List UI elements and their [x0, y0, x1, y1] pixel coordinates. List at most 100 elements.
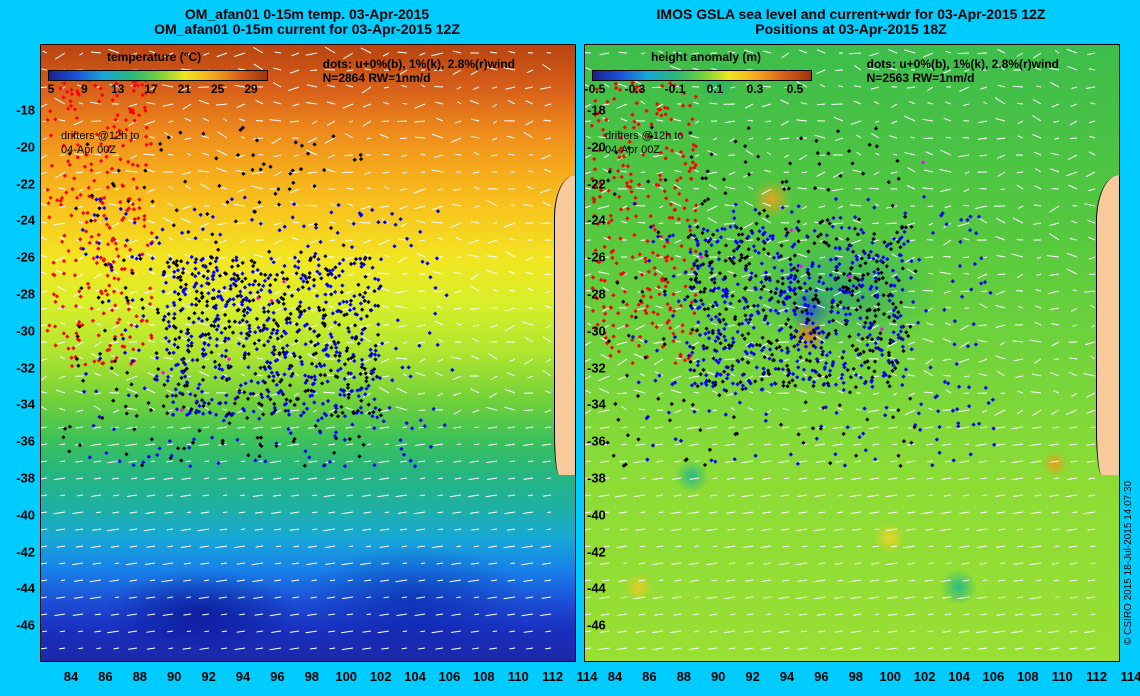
drifter-dot-blue	[950, 408, 956, 413]
current-arrow-right	[857, 254, 862, 258]
current-arrow-left	[253, 205, 264, 209]
current-arrow-right	[995, 217, 1006, 224]
drifter-dot-black	[281, 276, 286, 282]
drifter-dot-black	[177, 335, 182, 340]
drifter-dot-black	[879, 270, 884, 275]
current-arrow-left	[164, 307, 174, 312]
drifter-dot-blue	[991, 426, 996, 431]
drifter-dot-blue	[367, 353, 373, 358]
current-arrow-left	[255, 545, 264, 548]
drifter-dot-blue	[231, 297, 236, 302]
drifter-dot-red	[148, 286, 153, 291]
current-arrow-left	[107, 203, 120, 207]
drifter-dot-blue	[967, 404, 972, 409]
drifter-dot-black	[701, 289, 707, 295]
drifter-dot-red	[61, 258, 67, 264]
drifter-dot-blue	[768, 308, 773, 313]
drifter-dot-blue	[358, 256, 363, 261]
drifter-dot-blue	[709, 266, 715, 272]
drifter-dot-blue	[355, 388, 360, 393]
drifter-dot-black	[909, 224, 914, 230]
drifter-dot-blue	[796, 347, 801, 352]
drifter-dot-blue	[123, 211, 129, 217]
current-arrow-left	[164, 511, 174, 514]
current-arrow-left	[234, 84, 246, 88]
current-arrow-left	[233, 203, 246, 207]
current-arrow-right	[693, 101, 700, 105]
current-arrow-left	[235, 154, 246, 159]
current-arrow-left	[288, 290, 300, 294]
drifter-dot-black	[756, 236, 761, 242]
drifter-dot-red	[685, 217, 690, 223]
drifter-dot-blue	[801, 367, 807, 372]
drifter-dot-magenta	[256, 296, 261, 301]
drifter-dot-blue	[956, 421, 961, 426]
drifter-dot-red	[655, 312, 660, 317]
drifter-dot-black	[333, 409, 338, 415]
drifter-dot-red	[111, 259, 116, 264]
current-arrow-right	[927, 102, 934, 105]
drifter-dot-black	[216, 247, 221, 252]
current-arrow-left	[384, 185, 390, 190]
drifter-dot-black	[736, 232, 742, 237]
drifter-dot-black	[663, 177, 668, 183]
drifter-dot-black	[819, 345, 824, 351]
current-arrow-left	[419, 494, 426, 497]
drifter-dot-blue	[807, 275, 812, 281]
drifter-dot-black	[235, 294, 240, 299]
current-arrow-left	[328, 613, 336, 616]
current-arrow-left	[220, 613, 228, 616]
drifter-dot-blue	[130, 358, 135, 364]
drifter-dot-black	[872, 231, 877, 237]
current-arrow-left	[272, 82, 282, 88]
current-arrow-left	[162, 103, 174, 107]
drifter-dot-black	[130, 270, 135, 276]
drifter-dot-black	[850, 249, 856, 254]
current-arrow-left	[324, 68, 336, 71]
drifter-dot-blue	[286, 408, 291, 414]
drifter-dot-black	[174, 262, 179, 267]
current-arrow-right	[996, 254, 1006, 258]
drifter-dot-red	[55, 198, 60, 203]
drifter-dot-blue	[891, 236, 897, 241]
current-arrow-left	[166, 460, 174, 463]
drifter-dot-black	[692, 368, 697, 373]
current-arrow-right	[796, 119, 808, 122]
current-arrow-left	[437, 358, 444, 363]
drifter-dot-red	[131, 88, 136, 94]
drifter-dot-black	[898, 245, 903, 250]
drifter-dot-red	[139, 318, 144, 324]
current-arrow-left	[363, 511, 372, 514]
drifter-dot-black	[743, 313, 748, 318]
current-arrow-right	[766, 137, 772, 141]
current-arrow-left	[180, 528, 192, 532]
drifter-dot-red	[624, 302, 630, 307]
drifter-dot-blue	[166, 264, 172, 270]
current-arrow-left	[419, 52, 426, 56]
current-arrow-left	[346, 613, 354, 616]
current-arrow-right	[585, 273, 592, 277]
current-arrow-left	[346, 341, 354, 344]
drifter-dot-black	[895, 158, 900, 164]
current-arrow-left	[114, 562, 120, 565]
current-arrow-left	[455, 120, 462, 124]
current-arrow-left	[76, 273, 84, 279]
current-arrow-left	[147, 613, 156, 616]
current-arrow-right	[761, 103, 772, 108]
drifter-dot-black	[193, 302, 199, 308]
current-arrow-left	[379, 205, 390, 208]
current-arrow-right	[996, 154, 1006, 159]
drifter-dot-red	[589, 123, 595, 128]
drifter-dot-red	[120, 217, 125, 223]
current-arrow-left	[251, 562, 264, 566]
drifter-dot-black	[792, 301, 797, 306]
current-arrow-right	[835, 320, 844, 326]
drifter-dot-blue	[229, 197, 235, 202]
current-arrow-right	[674, 290, 682, 294]
drifter-dot-blue	[311, 389, 317, 394]
drifter-dot-blue	[244, 336, 249, 341]
drifter-dot-blue	[872, 205, 877, 210]
current-arrow-left	[129, 528, 138, 531]
drifter-dot-black	[80, 378, 86, 383]
drifter-dot-blue	[753, 207, 758, 212]
